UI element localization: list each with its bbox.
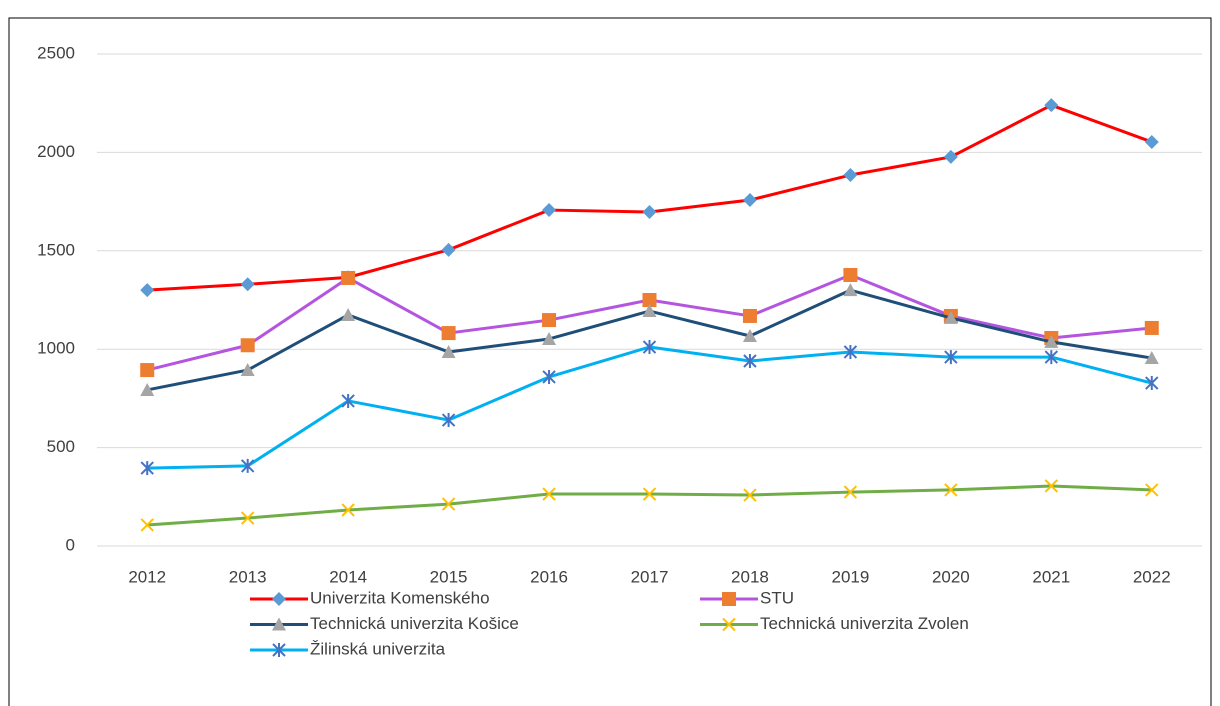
y-tick-label: 0 (66, 535, 75, 554)
x-tick-label: 2017 (631, 567, 669, 586)
x-tick-label: 2012 (128, 567, 166, 586)
marker (1044, 98, 1059, 113)
marker (140, 283, 155, 298)
series-line (147, 484, 1152, 527)
marker (642, 304, 657, 318)
marker (140, 363, 155, 378)
x-tick-label: 2013 (229, 567, 267, 586)
marker (441, 326, 456, 341)
marker (742, 308, 757, 323)
marker (140, 382, 155, 396)
marker (843, 168, 858, 183)
series (140, 283, 1159, 396)
marker (843, 268, 858, 283)
marker (1144, 134, 1159, 149)
x-tick-label: 2021 (1032, 567, 1070, 586)
x-tick-label: 2015 (430, 567, 468, 586)
series (140, 98, 1159, 298)
marker (1044, 334, 1059, 348)
marker (943, 149, 958, 164)
marker (944, 350, 958, 365)
x-tick-label: 2019 (831, 567, 869, 586)
y-tick-label: 500 (47, 437, 75, 456)
marker (642, 205, 657, 220)
marker (240, 511, 255, 525)
marker (642, 340, 657, 355)
marker (272, 643, 286, 657)
marker (341, 503, 355, 517)
marker (240, 363, 255, 377)
marker (1144, 351, 1159, 365)
marker (272, 617, 286, 631)
marker (341, 270, 356, 285)
marker (441, 497, 456, 511)
series-line (147, 345, 1153, 470)
marker (1044, 479, 1059, 493)
marker (743, 488, 757, 502)
series (140, 479, 1159, 532)
x-tick-label: 2022 (1133, 567, 1171, 586)
marker (542, 487, 556, 501)
legend-label: STU (760, 588, 794, 607)
marker (722, 592, 736, 606)
marker (943, 310, 958, 324)
marker (441, 344, 456, 358)
marker (1044, 350, 1059, 365)
series (140, 340, 1159, 476)
x-tick-label: 2020 (932, 567, 970, 586)
series (140, 268, 1159, 378)
marker (341, 307, 356, 321)
marker (742, 193, 757, 208)
marker (240, 277, 255, 292)
marker (542, 369, 556, 384)
y-tick-label: 1500 (37, 240, 75, 259)
marker (742, 329, 757, 343)
legend-label: Technická univerzita Košice (310, 614, 519, 633)
marker (1145, 483, 1159, 497)
x-tick-label: 2018 (731, 567, 769, 586)
marker (843, 485, 858, 499)
marker (341, 393, 355, 408)
marker (240, 458, 255, 473)
marker (140, 461, 154, 476)
marker (1145, 376, 1159, 391)
series-line (147, 103, 1153, 292)
marker (722, 617, 736, 632)
marker (542, 331, 557, 345)
x-tick-label: 2016 (530, 567, 568, 586)
legend-label: Univerzita Komenského (310, 588, 490, 607)
marker (441, 242, 456, 257)
marker (743, 354, 757, 369)
marker (542, 313, 557, 328)
marker (441, 413, 456, 428)
marker (843, 344, 858, 359)
marker (240, 338, 255, 353)
chart-frame (8, 17, 1212, 706)
marker (272, 592, 286, 606)
marker (843, 283, 858, 297)
legend-label: Žilinská univerzita (310, 639, 446, 658)
x-tick-label: 2014 (329, 567, 367, 586)
y-tick-label: 2000 (37, 142, 75, 161)
y-tick-label: 1000 (37, 339, 75, 358)
legend-label: Technická univerzita Zvolen (760, 614, 969, 633)
marker (944, 483, 958, 497)
marker (642, 293, 657, 307)
marker (642, 487, 657, 501)
marker (542, 203, 557, 218)
marker (140, 518, 154, 532)
marker (1144, 320, 1159, 335)
y-tick-label: 2500 (37, 43, 75, 62)
